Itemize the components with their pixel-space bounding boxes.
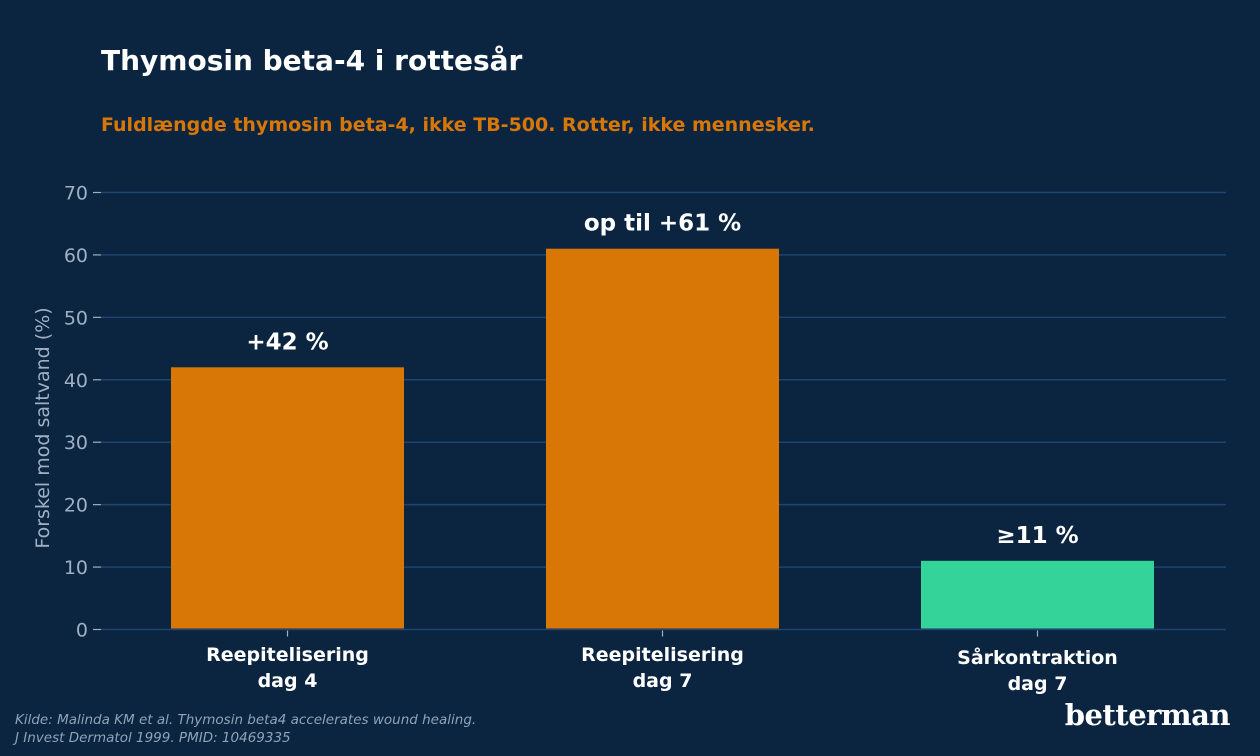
data-label-2: op til +61 % (584, 211, 741, 237)
x-tick-label-2-line-2: dag 7 (633, 670, 693, 692)
y-axis-label: Forskel mod saltvand (%) (32, 307, 54, 548)
label-layer: 0 10 20 30 40 50 60 70 Forskel mod saltvand (%) +… (32, 183, 1118, 696)
bar-1 (171, 367, 404, 629)
x-tick-label-1-line-1: Reepitelisering (206, 644, 369, 666)
source-citation: Kilde: Malinda KM et al. Thymosin beta4 … (15, 711, 476, 747)
bar-2 (546, 248, 779, 629)
y-tick-label-0: 0 (76, 620, 88, 642)
chart-title: Thymosin beta-4 i rottesår (101, 44, 523, 77)
source-line-2: J Invest Dermatol 1999. PMID: 10469335 (15, 730, 291, 746)
y-tick-label-60: 60 (64, 245, 88, 267)
bar-3 (921, 560, 1154, 629)
y-tick-label-70: 70 (64, 183, 88, 205)
y-tick-label-30: 30 (64, 432, 88, 454)
x-tick-label-1-line-2: dag 4 (258, 670, 318, 692)
y-tick-label-10: 10 (64, 557, 88, 579)
x-tick-label-3-line-1: Sårkontraktion (957, 645, 1118, 669)
y-tick-label-40: 40 (64, 370, 88, 392)
data-label-3: ≥11 % (996, 523, 1078, 549)
bar-layer (171, 248, 1154, 629)
source-line-1: Kilde: Malinda KM et al. Thymosin beta4 … (15, 712, 477, 728)
x-tick-label-3-line-2: dag 7 (1008, 673, 1068, 695)
x-tick-label-2-line-1: Reepitelisering (581, 644, 744, 666)
y-tick-label-50: 50 (64, 307, 88, 329)
brand-logo: betterman (1064, 698, 1231, 732)
y-tick-label-20: 20 (64, 495, 88, 517)
chart-subtitle: Fuldlængde thymosin beta-4, ikke TB-500.… (101, 114, 815, 136)
data-label-1: +42 % (246, 329, 328, 355)
